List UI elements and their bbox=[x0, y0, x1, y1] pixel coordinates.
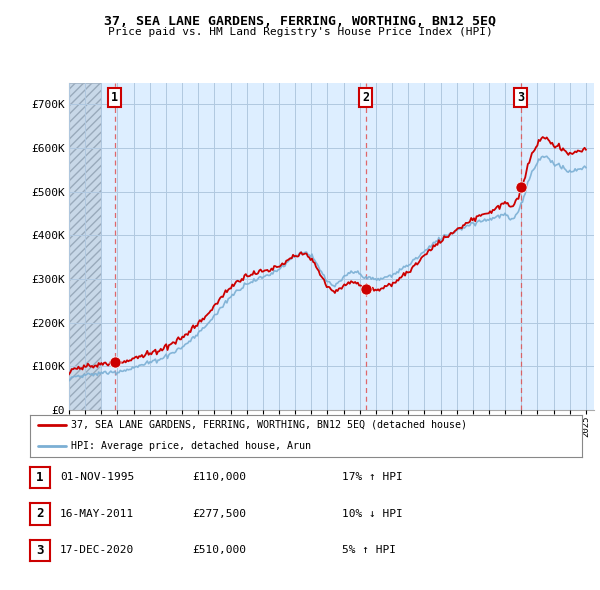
Text: 2: 2 bbox=[362, 91, 370, 104]
Text: 16-MAY-2011: 16-MAY-2011 bbox=[60, 509, 134, 519]
Bar bbox=[69, 83, 101, 410]
Text: 37, SEA LANE GARDENS, FERRING, WORTHING, BN12 5EQ: 37, SEA LANE GARDENS, FERRING, WORTHING,… bbox=[104, 15, 496, 28]
Text: 3: 3 bbox=[517, 91, 524, 104]
Text: 37, SEA LANE GARDENS, FERRING, WORTHING, BN12 5EQ (detached house): 37, SEA LANE GARDENS, FERRING, WORTHING,… bbox=[71, 420, 467, 430]
Text: 2: 2 bbox=[36, 507, 44, 520]
Text: 1: 1 bbox=[111, 91, 118, 104]
Text: HPI: Average price, detached house, Arun: HPI: Average price, detached house, Arun bbox=[71, 441, 311, 451]
Text: Price paid vs. HM Land Registry's House Price Index (HPI): Price paid vs. HM Land Registry's House … bbox=[107, 27, 493, 37]
Text: 01-NOV-1995: 01-NOV-1995 bbox=[60, 473, 134, 482]
Text: 17-DEC-2020: 17-DEC-2020 bbox=[60, 546, 134, 555]
Text: £110,000: £110,000 bbox=[192, 473, 246, 482]
Text: 1: 1 bbox=[36, 471, 44, 484]
Text: 3: 3 bbox=[36, 544, 44, 557]
Text: 10% ↓ HPI: 10% ↓ HPI bbox=[342, 509, 403, 519]
Text: 5% ↑ HPI: 5% ↑ HPI bbox=[342, 546, 396, 555]
Text: £510,000: £510,000 bbox=[192, 546, 246, 555]
Text: £277,500: £277,500 bbox=[192, 509, 246, 519]
Text: 17% ↑ HPI: 17% ↑ HPI bbox=[342, 473, 403, 482]
